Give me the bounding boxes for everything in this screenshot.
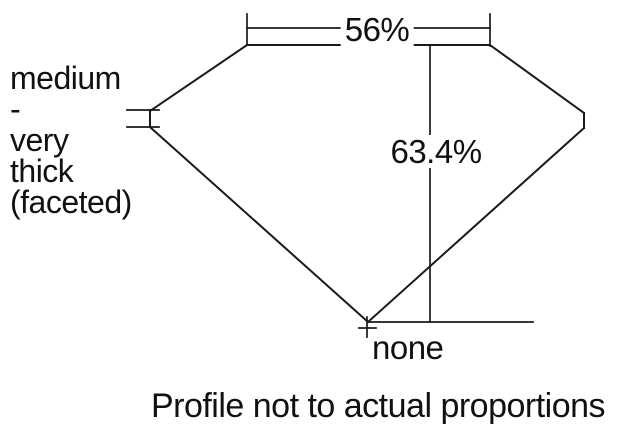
caption: Profile not to actual proportions [150, 387, 606, 425]
girdle-label-line-5: (faceted) [10, 184, 132, 220]
girdle-label-line-3: very [10, 122, 69, 158]
crown-right-line [488, 43, 586, 115]
culet-label: none [372, 329, 444, 366]
girdle-label-line-4: thick [10, 153, 74, 189]
girdle-label-line-1: medium [10, 60, 121, 96]
pavilion-right-line [366, 126, 586, 324]
pavilion-left-line [148, 125, 370, 324]
table-percentage-label: 56% [340, 13, 414, 46]
depth-percentage-label: 63.4% [386, 135, 486, 168]
crown-left-line [148, 43, 249, 113]
girdle-label-line-2: - [10, 91, 21, 127]
girdle-thickness-label: medium - very thick (faceted) [10, 60, 132, 220]
diagram-lines [126, 13, 586, 338]
